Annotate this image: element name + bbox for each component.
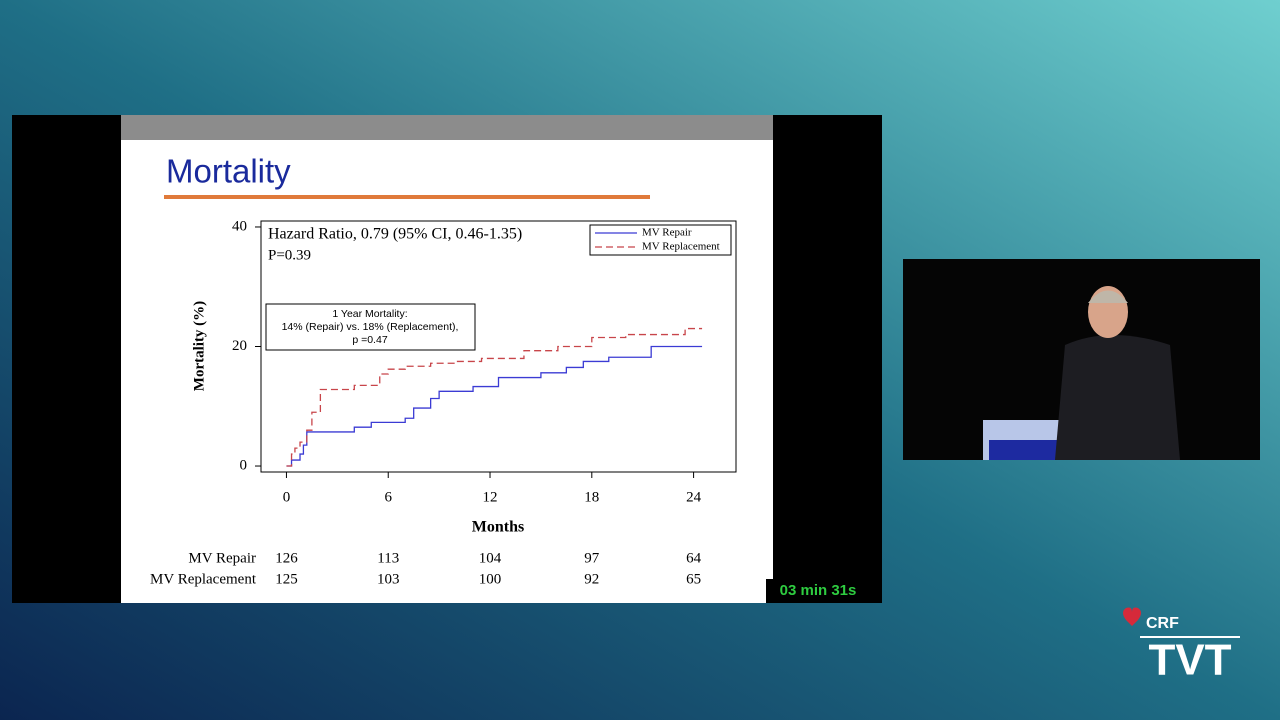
annotation: p =0.47 xyxy=(352,334,387,346)
x-tick-label: 18 xyxy=(584,489,599,505)
y-tick-label: 20 xyxy=(232,338,247,354)
x-tick-label: 6 xyxy=(384,489,392,505)
x-tick-label: 12 xyxy=(483,489,498,505)
y-tick-label: 40 xyxy=(232,218,247,234)
risk-count: 97 xyxy=(584,550,600,566)
x-tick-label: 24 xyxy=(686,489,702,505)
series-line xyxy=(286,327,703,467)
timer: 03 min 31s xyxy=(780,582,857,599)
y-axis-label: Mortality (%) xyxy=(191,301,207,391)
risk-count: 92 xyxy=(584,571,599,587)
risk-count: 104 xyxy=(479,550,502,566)
logo-rule xyxy=(1140,636,1240,638)
x-axis-label: Months xyxy=(472,519,524,536)
title-underline xyxy=(164,195,650,199)
slide-header-bar xyxy=(121,115,773,140)
annotation: 1 Year Mortality: xyxy=(332,308,407,320)
y-tick-label: 0 xyxy=(240,457,248,473)
legend xyxy=(589,224,732,256)
annotation: 14% (Repair) vs. 18% (Replacement), xyxy=(282,321,459,333)
annotation: P=0.39 xyxy=(268,247,311,263)
slide-title: Mortality xyxy=(166,153,291,190)
speaker-body xyxy=(1055,335,1180,460)
annotation: Hazard Ratio, 0.79 (95% CI, 0.46-1.35) xyxy=(268,226,522,243)
risk-count: 64 xyxy=(686,550,702,566)
speaker-hair xyxy=(1088,290,1128,303)
risk-count: 103 xyxy=(377,571,400,587)
logo-brand: CRF xyxy=(1146,615,1179,632)
risk-count: 100 xyxy=(479,571,502,587)
x-tick-label: 0 xyxy=(283,489,291,505)
series-line xyxy=(286,345,703,467)
legend-label: MV Repair xyxy=(642,227,692,239)
risk-count: 65 xyxy=(686,571,701,587)
annotation-box xyxy=(265,303,476,351)
timer-box xyxy=(766,579,882,603)
risk-count: 125 xyxy=(275,571,298,587)
legend-label: MV Replacement xyxy=(642,241,720,253)
logo-heart xyxy=(1123,607,1141,626)
risk-count: 126 xyxy=(275,550,298,566)
risk-row-label: MV Repair xyxy=(188,550,256,566)
risk-count: 113 xyxy=(377,550,399,566)
logo-event: TVT xyxy=(1148,636,1231,685)
risk-row-label: MV Replacement xyxy=(150,571,257,587)
